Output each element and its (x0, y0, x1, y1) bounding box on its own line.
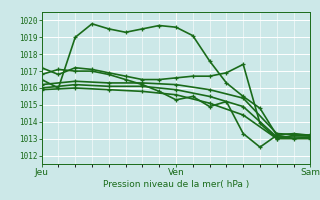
X-axis label: Pression niveau de la mer( hPa ): Pression niveau de la mer( hPa ) (103, 180, 249, 189)
